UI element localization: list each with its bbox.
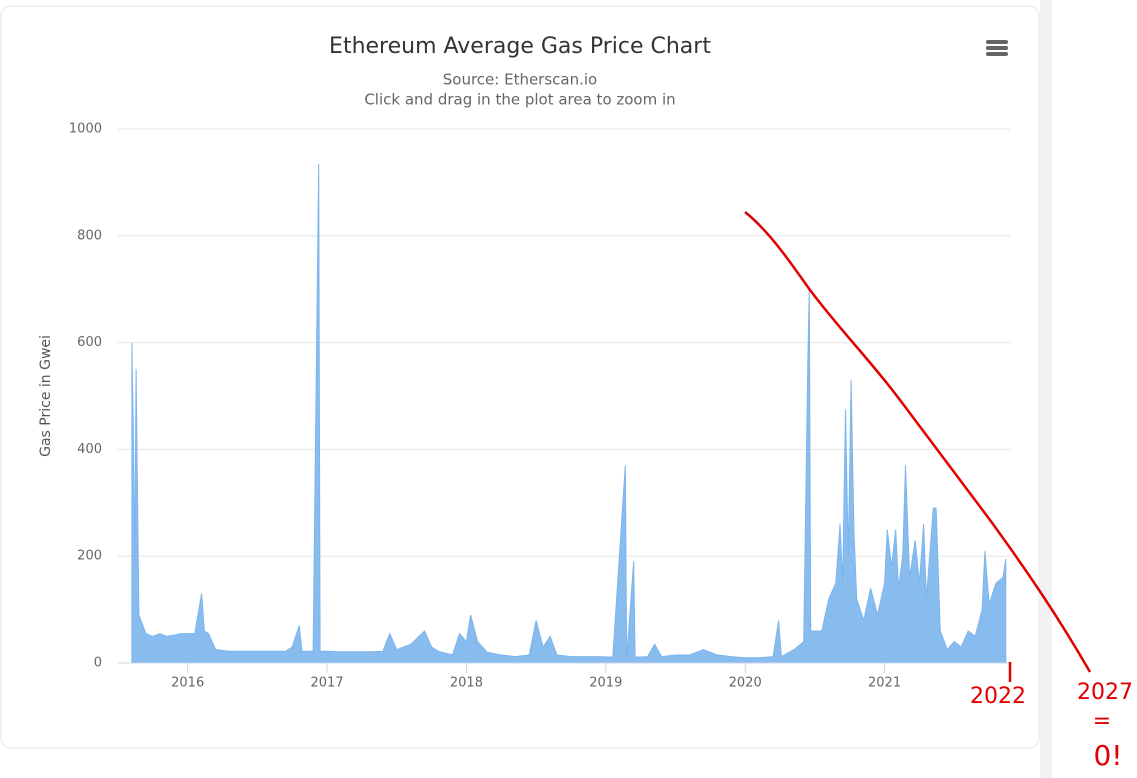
x-tick-label: 2016 <box>171 676 204 691</box>
annotation-text: 2027 <box>1077 680 1133 705</box>
annotation-text: 0! <box>1093 739 1122 772</box>
y-axis-label: Gas Price in Gwei <box>38 335 54 457</box>
x-tick-label: 2019 <box>589 676 622 691</box>
y-tick-label: 400 <box>77 442 102 457</box>
x-tick-label: 2021 <box>868 676 901 691</box>
chart-card <box>0 5 1040 749</box>
y-tick-label: 0 <box>94 656 102 671</box>
plot-area: 0 200 400 600 800 1000 2016 2017 2018 2019 2020 202… <box>69 122 1010 691</box>
x-tick-label: 2018 <box>450 676 483 691</box>
trend-annotation <box>744 211 1092 673</box>
annotation-text: 2022 <box>970 684 1026 709</box>
chart-subtitle: Click and drag in the plot area to zoom … <box>364 91 675 109</box>
side-strip <box>1040 0 1052 778</box>
y-tick-label: 200 <box>77 549 102 564</box>
chart-title: Ethereum Average Gas Price Chart <box>329 34 711 59</box>
x-tick-label: 2020 <box>729 676 762 691</box>
area-series <box>131 163 1007 664</box>
annotation-text: = <box>1093 709 1111 734</box>
x-tick-label: 2017 <box>311 676 344 691</box>
y-tick-label: 600 <box>77 335 102 350</box>
y-tick-label: 800 <box>77 228 102 243</box>
chart-subtitle: Source: Etherscan.io <box>443 71 597 89</box>
menu-button[interactable] <box>986 40 1008 56</box>
y-tick-label: 1000 <box>69 122 102 137</box>
